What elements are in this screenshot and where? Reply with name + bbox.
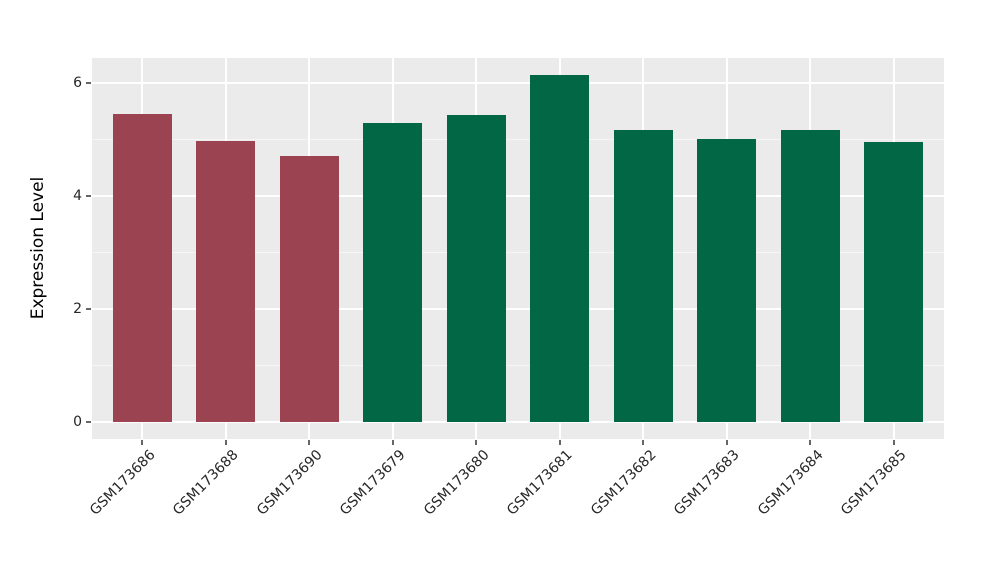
y-axis-title: Expression Level: [28, 176, 48, 320]
minor-gridline: [92, 138, 944, 140]
major-gridline: [92, 421, 944, 424]
bar-GSM173684: [780, 129, 840, 423]
x-tick-label-GSM173685: GSM173685: [838, 447, 911, 519]
x-tick-label-GSM173688: GSM173688: [170, 447, 243, 519]
bar-GSM173679: [363, 123, 423, 423]
bar-GSM173686: [112, 113, 172, 423]
bar-GSM173680: [446, 115, 506, 423]
x-tick-label-GSM173690: GSM173690: [253, 447, 326, 519]
plot-panel: [92, 58, 944, 439]
bar-GSM173682: [613, 129, 673, 423]
y-tick-mark: [86, 81, 91, 84]
bar-GSM173681: [530, 74, 590, 423]
x-tick-label-GSM173680: GSM173680: [420, 447, 493, 519]
y-tick-mark: [86, 307, 91, 310]
x-tick-mark: [725, 440, 728, 445]
y-tick-label: 0: [73, 414, 82, 431]
y-tick-mark: [86, 421, 91, 424]
x-tick-label-GSM173686: GSM173686: [86, 447, 159, 519]
x-tick-mark: [892, 440, 895, 445]
x-tick-label-GSM173683: GSM173683: [671, 447, 744, 519]
x-tick-mark: [224, 440, 227, 445]
y-tick-label: 4: [73, 187, 82, 204]
y-tick-label: 2: [73, 300, 82, 317]
minor-gridline: [92, 365, 944, 366]
minor-gridline: [92, 251, 944, 253]
x-tick-mark: [642, 440, 645, 445]
x-tick-label-GSM173679: GSM173679: [337, 447, 410, 519]
x-tick-mark: [141, 440, 144, 445]
y-tick-label: 6: [73, 74, 82, 91]
x-tick-mark: [308, 440, 311, 445]
bar-GSM173683: [697, 138, 757, 423]
bar-GSM173690: [279, 155, 339, 423]
x-tick-label-GSM173681: GSM173681: [504, 447, 577, 519]
x-tick-mark: [809, 440, 812, 445]
major-gridline: [92, 307, 944, 310]
bar-GSM173685: [864, 141, 924, 423]
x-tick-mark: [475, 440, 478, 445]
x-tick-label-GSM173684: GSM173684: [754, 447, 827, 519]
major-gridline: [92, 81, 944, 84]
major-gridline: [92, 194, 944, 197]
y-tick-mark: [86, 194, 91, 197]
x-tick-label-GSM173682: GSM173682: [587, 447, 660, 519]
bar-GSM173688: [196, 140, 256, 423]
x-tick-mark: [391, 440, 394, 445]
x-tick-mark: [558, 440, 561, 445]
